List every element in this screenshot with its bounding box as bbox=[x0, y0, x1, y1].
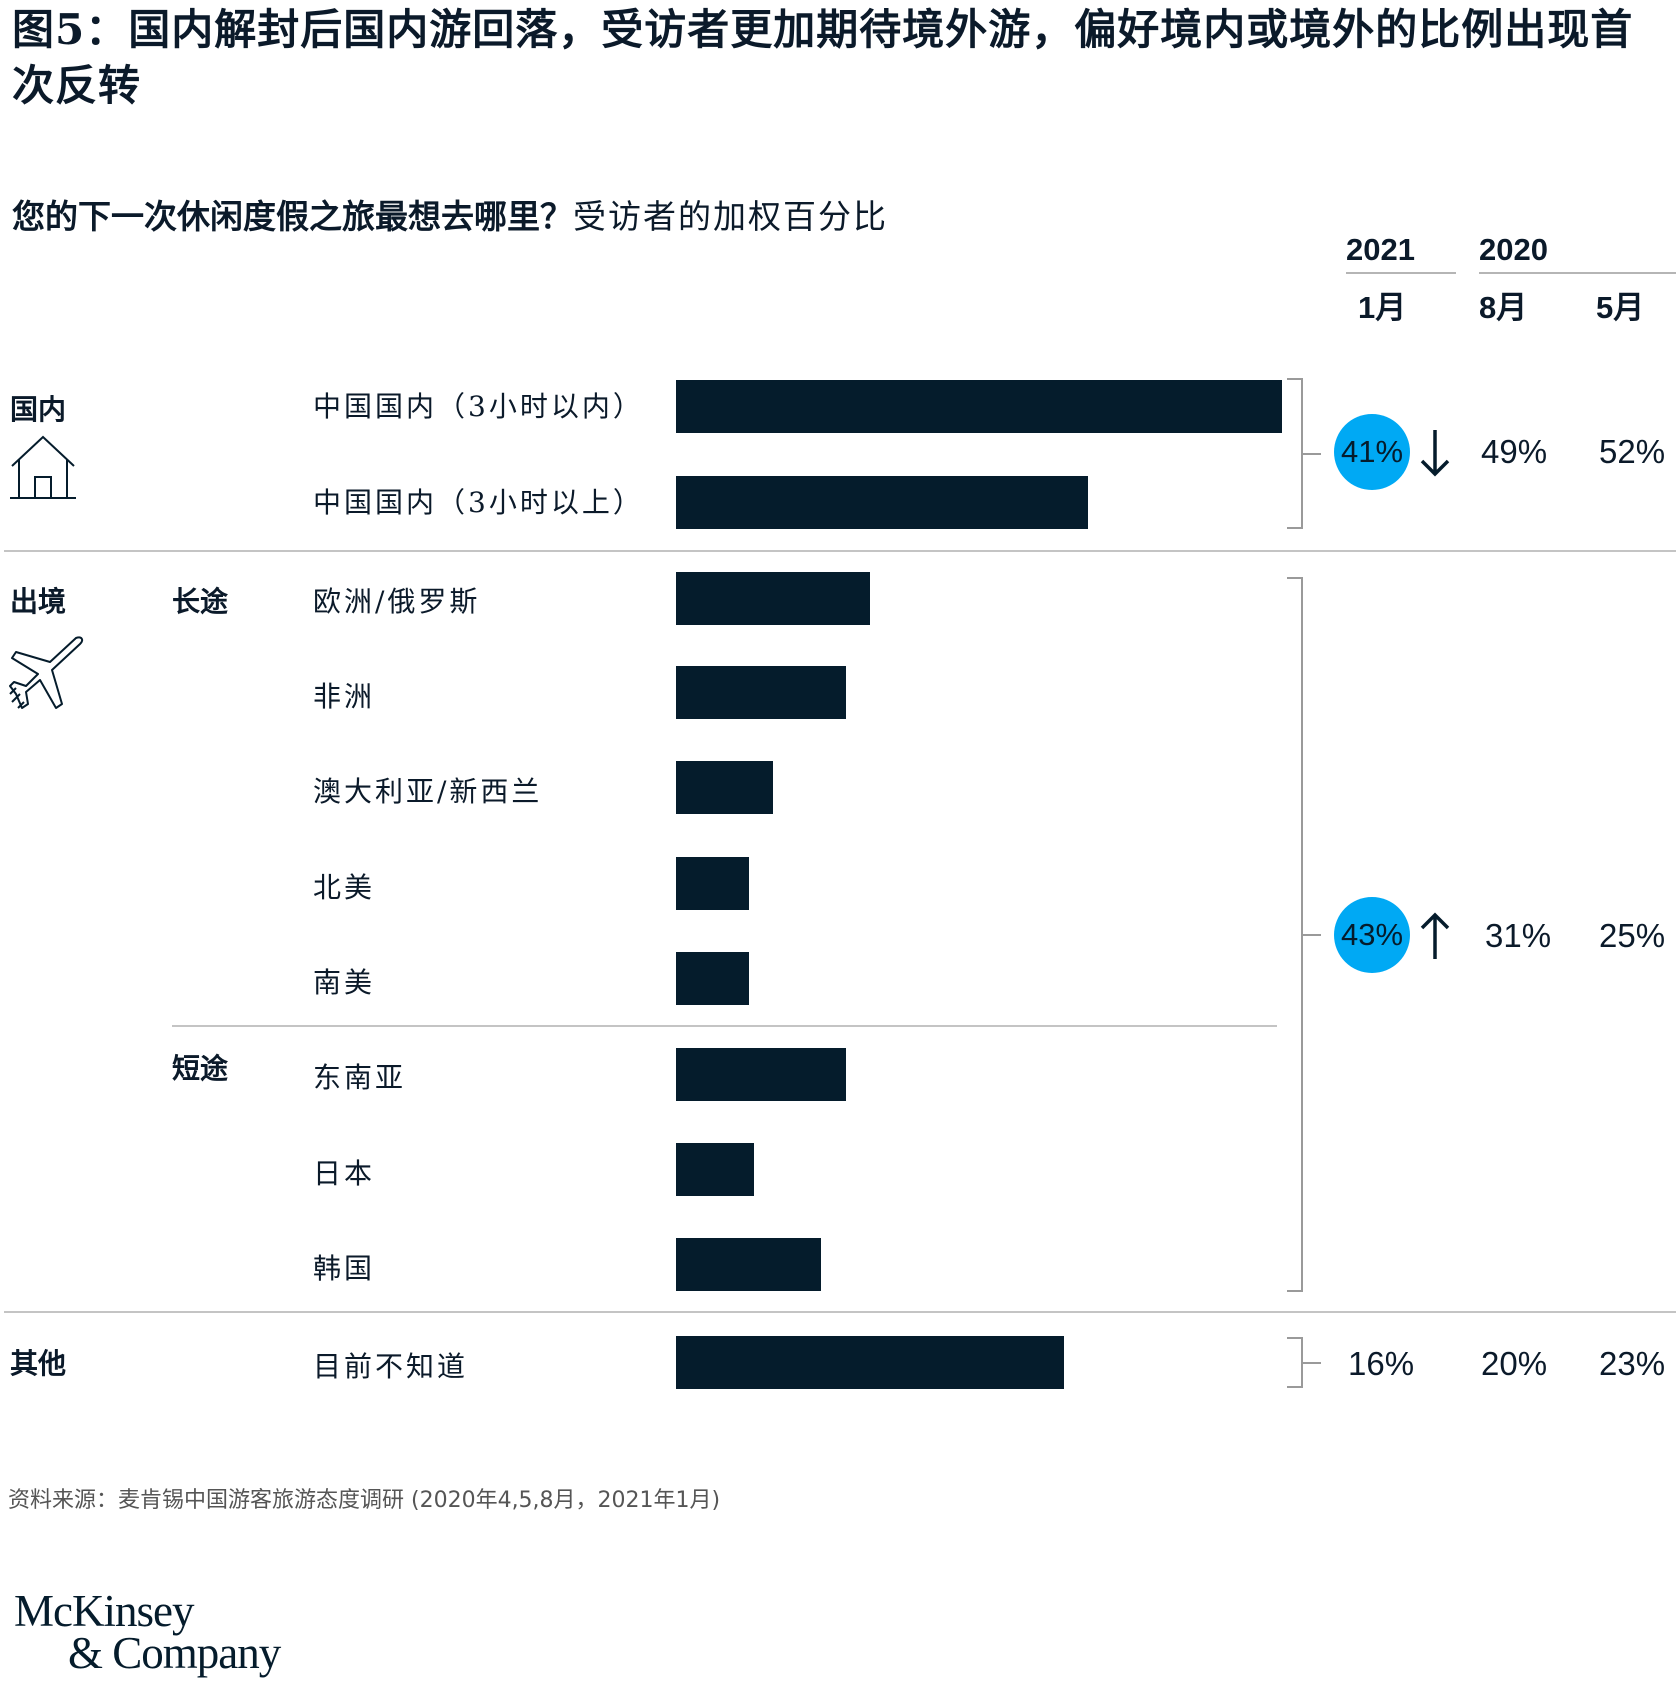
chart-subtitle: 您的下一次休闲度假之旅最想去哪里？受访者的加权百分比 bbox=[12, 190, 888, 238]
header-month-aug: 8月 bbox=[1479, 290, 1528, 325]
logo-line1: McKinsey bbox=[14, 1586, 194, 1636]
category-label: 澳大利亚/新西兰 bbox=[313, 775, 543, 808]
section-domestic: 国内 bbox=[10, 393, 67, 426]
header-month-jan: 1月 bbox=[1358, 290, 1407, 325]
bar bbox=[676, 666, 846, 719]
bracket-other bbox=[1287, 1337, 1321, 1388]
section-divider bbox=[4, 550, 1676, 552]
bracket-domestic bbox=[1287, 378, 1321, 529]
category-label: 南美 bbox=[313, 966, 376, 999]
summary-outbound-may-2020: 25% bbox=[1599, 917, 1666, 954]
category-label: 韩国 bbox=[313, 1252, 376, 1285]
header-rule-2020 bbox=[1479, 272, 1676, 274]
page-title: 图5：国内解封后国内游回落，受访者更加期待境外游，偏好境内或境外的比例出现首次反… bbox=[12, 5, 1634, 110]
summary-outbound-jan-2021: 43% bbox=[1334, 897, 1410, 973]
subtitle-question: 您的下一次休闲度假之旅最想去哪里？ bbox=[12, 197, 573, 236]
arrow-up-icon bbox=[1420, 912, 1450, 959]
bar bbox=[676, 857, 749, 910]
category-label: 非洲 bbox=[313, 680, 376, 713]
house-icon bbox=[10, 435, 76, 499]
category-label: 目前不知道 bbox=[313, 1350, 469, 1383]
category-label: 日本 bbox=[313, 1157, 376, 1190]
category-label: 北美 bbox=[313, 871, 376, 904]
header-rule-2021 bbox=[1346, 272, 1456, 274]
section-other: 其他 bbox=[10, 1347, 67, 1380]
section-outbound: 出境 bbox=[10, 585, 67, 618]
summary-domestic-may-2020: 52% bbox=[1599, 433, 1666, 470]
summary-domestic-jan-2021: 41% bbox=[1334, 414, 1410, 490]
summary-other-may-2020: 23% bbox=[1599, 1345, 1666, 1382]
bar bbox=[676, 476, 1088, 529]
summary-domestic-aug-2020: 49% bbox=[1481, 433, 1548, 470]
summary-other-jan-2021: 16% bbox=[1348, 1345, 1415, 1382]
section-divider bbox=[4, 1311, 1676, 1313]
summary-other-aug-2020: 20% bbox=[1481, 1345, 1548, 1382]
bar bbox=[676, 1143, 754, 1196]
bar bbox=[676, 1336, 1064, 1389]
bar bbox=[676, 572, 870, 625]
bracket-outbound bbox=[1287, 577, 1321, 1292]
category-label: 东南亚 bbox=[313, 1061, 407, 1094]
bar bbox=[676, 1048, 846, 1101]
header-year-2020: 2020 bbox=[1479, 232, 1548, 267]
arrow-down-icon bbox=[1420, 430, 1450, 477]
subtitle-unit: 受访者的加权百分比 bbox=[573, 197, 888, 236]
section-long-haul: 长途 bbox=[172, 585, 229, 618]
category-label: 欧洲/俄罗斯 bbox=[313, 585, 481, 618]
bar bbox=[676, 952, 749, 1005]
section-short-haul: 短途 bbox=[172, 1052, 229, 1085]
bar bbox=[676, 380, 1282, 433]
bar bbox=[676, 761, 773, 814]
header-month-may: 5月 bbox=[1596, 290, 1645, 325]
category-label: 中国国内（3小时以上） bbox=[313, 486, 644, 519]
header-year-2021: 2021 bbox=[1346, 232, 1415, 267]
subsection-divider bbox=[172, 1025, 1277, 1027]
source-note: 资料来源：麦肯锡中国游客旅游态度调研 (2020年4,5,8月，2021年1月) bbox=[8, 1488, 721, 1513]
logo-line2: & Company bbox=[68, 1628, 281, 1678]
airplane-icon bbox=[9, 636, 84, 709]
category-label: 中国国内（3小时以内） bbox=[313, 390, 644, 423]
summary-outbound-aug-2020: 31% bbox=[1485, 917, 1552, 954]
bar bbox=[676, 1238, 821, 1291]
